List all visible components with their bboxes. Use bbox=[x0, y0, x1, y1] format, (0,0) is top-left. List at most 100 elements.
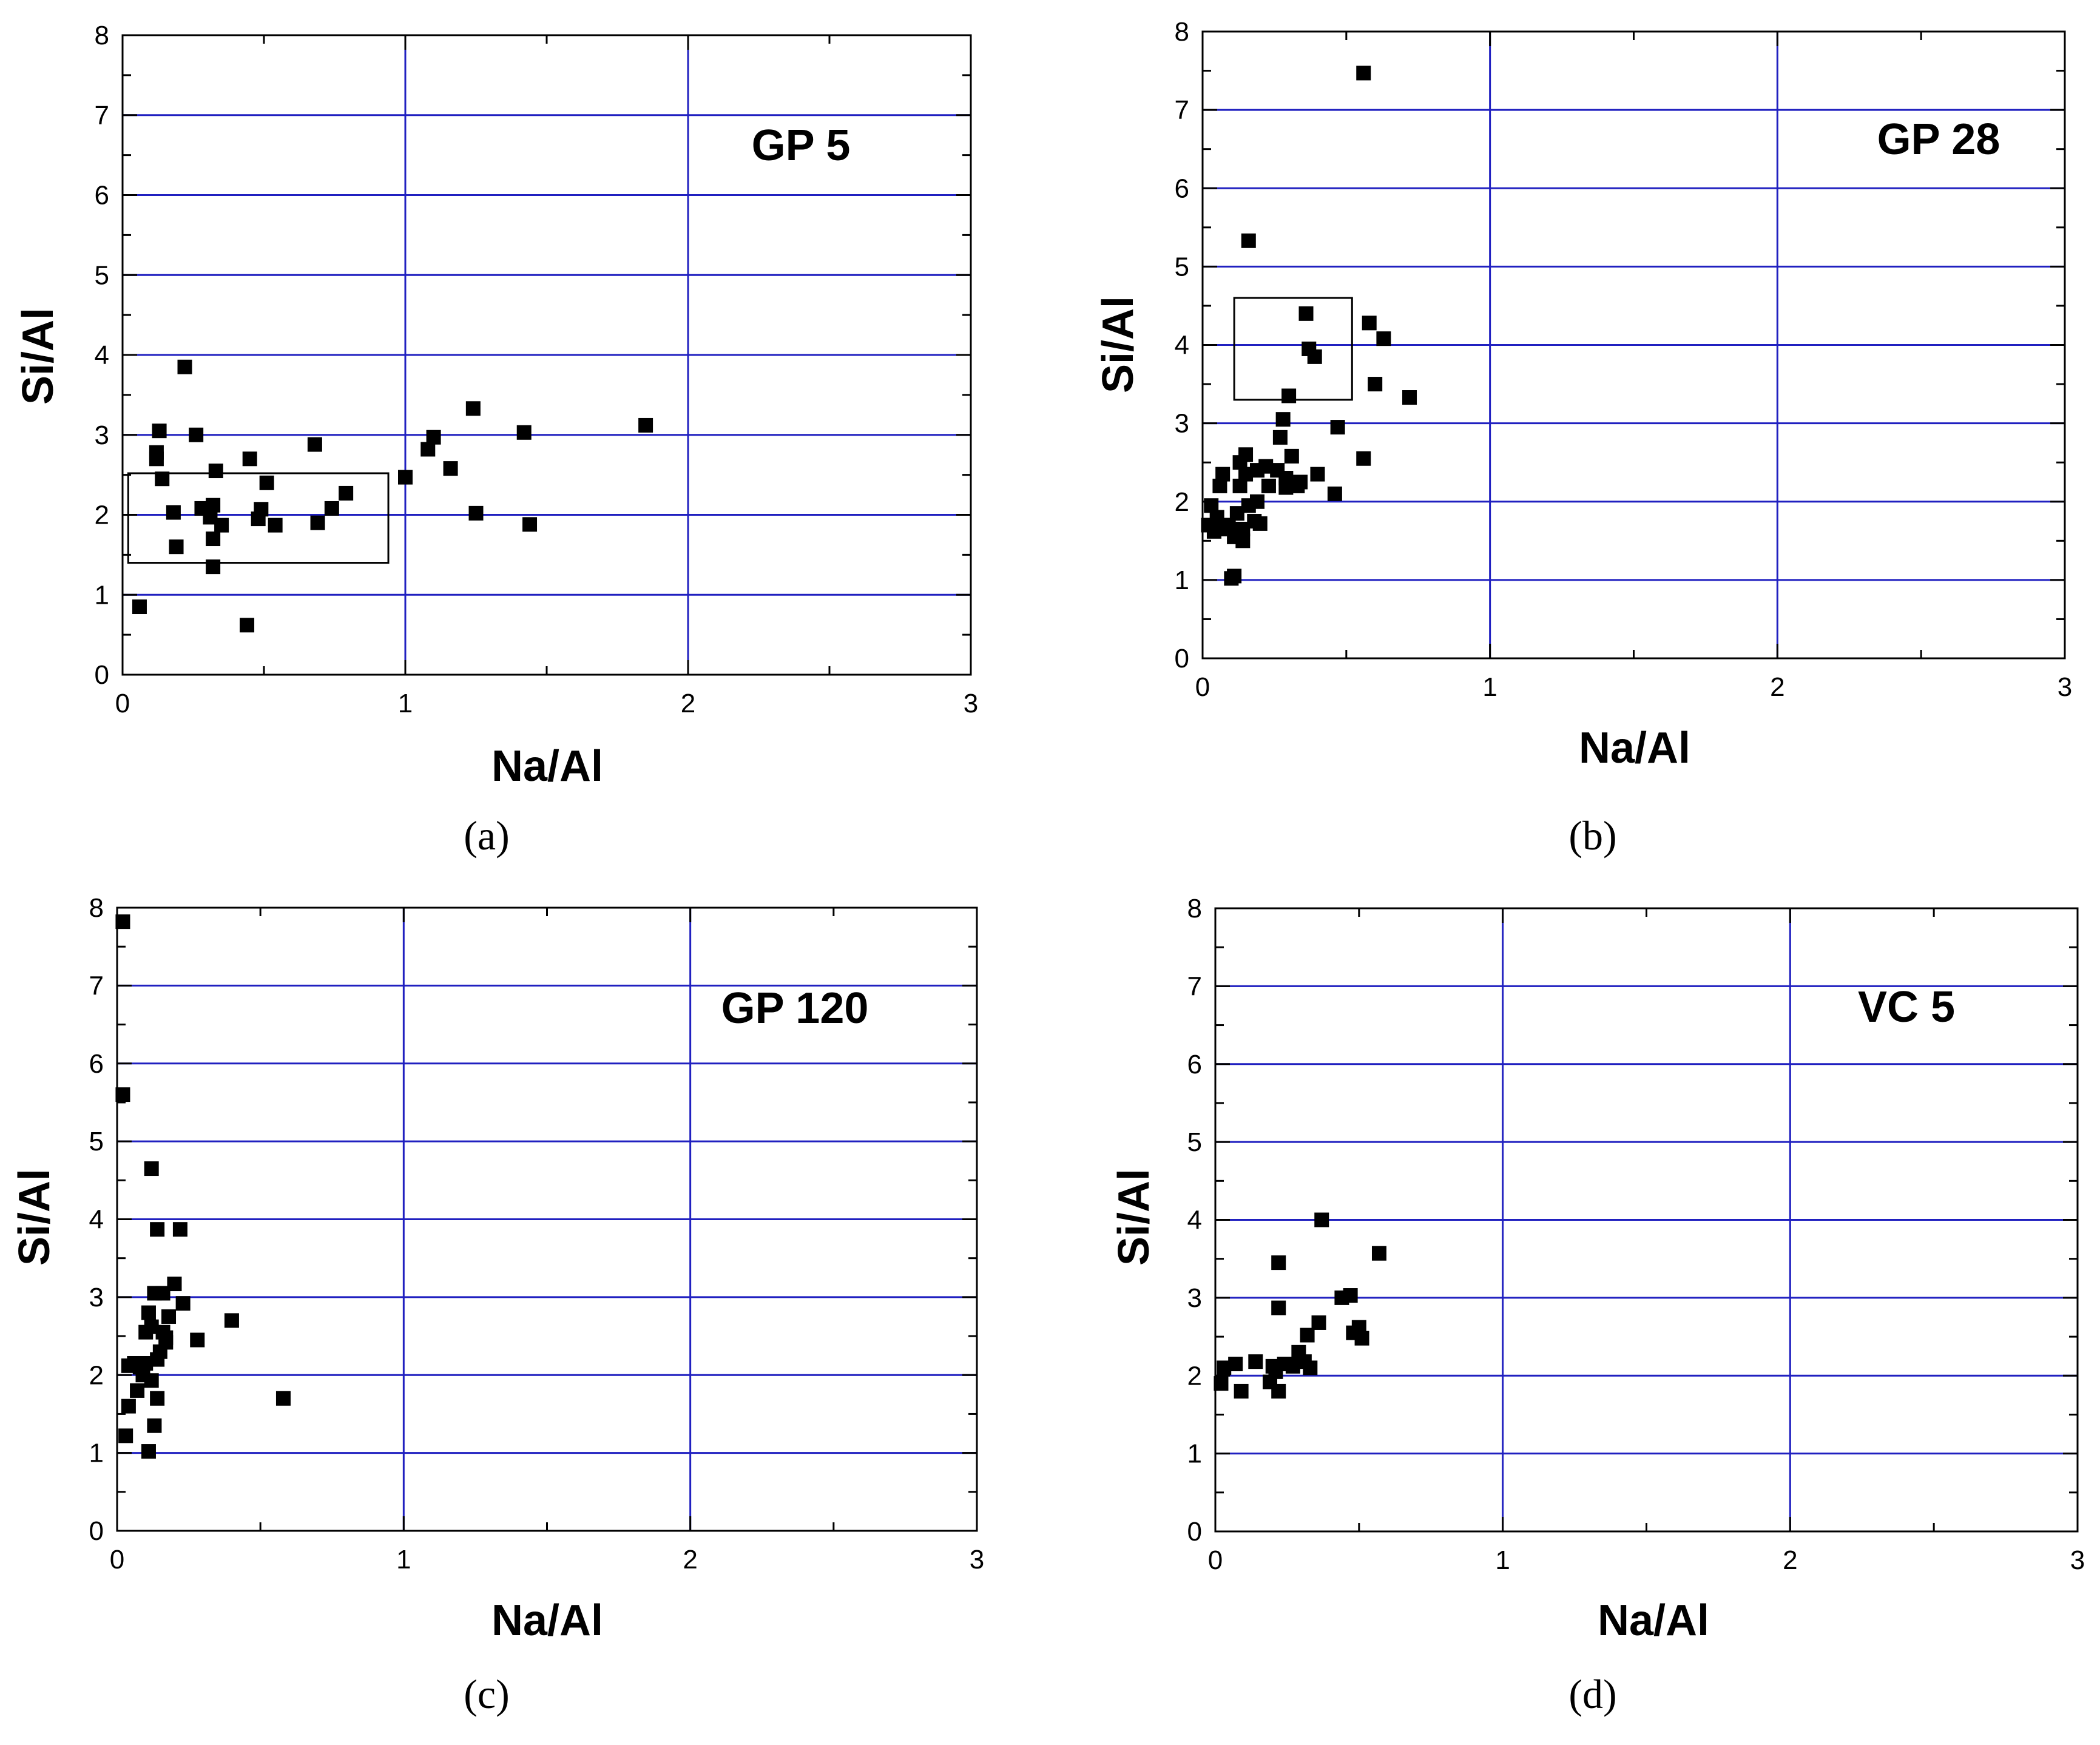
data-point bbox=[166, 505, 181, 520]
y-tick-label: 1 bbox=[95, 580, 109, 610]
y-tick-label: 0 bbox=[1187, 1517, 1202, 1547]
y-tick-label: 4 bbox=[1175, 331, 1189, 360]
data-point bbox=[1356, 66, 1371, 81]
data-point bbox=[1300, 1328, 1315, 1343]
data-point bbox=[206, 559, 221, 575]
x-tick-label: 3 bbox=[964, 689, 978, 718]
data-point bbox=[242, 451, 257, 467]
data-point bbox=[398, 470, 413, 485]
data-point bbox=[1229, 506, 1244, 521]
data-point bbox=[144, 1161, 159, 1176]
y-tick-label: 6 bbox=[1175, 174, 1189, 203]
panel-caption: (b) bbox=[1568, 812, 1616, 859]
data-point bbox=[307, 437, 322, 452]
data-point bbox=[1252, 516, 1268, 531]
data-point bbox=[1248, 1354, 1263, 1369]
data-point bbox=[1356, 451, 1371, 466]
y-tick-label: 1 bbox=[89, 1439, 104, 1468]
x-tick-label: 0 bbox=[115, 689, 130, 718]
data-point bbox=[1227, 569, 1242, 584]
y-tick-label: 4 bbox=[89, 1205, 104, 1235]
y-tick-label: 5 bbox=[89, 1127, 104, 1156]
data-point bbox=[224, 1313, 239, 1328]
x-tick-label: 1 bbox=[1495, 1545, 1510, 1575]
x-tick-label: 2 bbox=[681, 689, 695, 718]
y-tick-label: 1 bbox=[1175, 565, 1189, 595]
data-point bbox=[161, 1309, 177, 1324]
data-point bbox=[1228, 1356, 1243, 1371]
panel-1: 0 1 2 3 0 1 2 3 4 5 6 7 8 Na/Al Si/Al GP 5 (a) bbox=[14, 21, 978, 859]
data-point bbox=[426, 430, 441, 445]
data-point bbox=[150, 1391, 165, 1406]
data-point bbox=[1293, 474, 1308, 490]
data-point bbox=[240, 618, 255, 633]
y-tick-label: 8 bbox=[89, 893, 104, 923]
x-tick-label: 2 bbox=[1770, 672, 1784, 702]
panel-4: 0 1 2 3 0 1 2 3 4 5 6 7 8 Na/Al Si/Al VC 5 (d) bbox=[1110, 894, 2085, 1717]
data-point bbox=[141, 1305, 156, 1320]
x-tick-label: 2 bbox=[1783, 1545, 1797, 1575]
panel-title: GP 120 bbox=[721, 984, 869, 1033]
x-tick-label: 3 bbox=[970, 1545, 984, 1575]
data-point bbox=[1311, 1315, 1326, 1330]
y-tick-label: 3 bbox=[95, 420, 109, 450]
x-tick-label: 1 bbox=[396, 1545, 411, 1575]
x-tick-label: 0 bbox=[1195, 672, 1210, 702]
y-tick-label: 2 bbox=[1175, 487, 1189, 517]
data-point bbox=[1402, 390, 1417, 405]
x-tick-label: 1 bbox=[398, 689, 413, 718]
x-axis-title: Na/Al bbox=[491, 742, 603, 791]
data-point bbox=[310, 515, 325, 530]
data-point bbox=[155, 471, 170, 487]
data-point bbox=[443, 461, 458, 476]
data-point bbox=[275, 1391, 291, 1406]
panel-caption: (c) bbox=[464, 1671, 509, 1717]
y-tick-label: 8 bbox=[1187, 894, 1202, 923]
data-point bbox=[1271, 1383, 1286, 1399]
y-axis-title: Si/Al bbox=[14, 308, 62, 405]
x-tick-label: 3 bbox=[2070, 1545, 2085, 1575]
y-tick-label: 3 bbox=[1175, 409, 1189, 439]
panel-caption: (d) bbox=[1568, 1671, 1616, 1717]
x-tick-label: 3 bbox=[2058, 672, 2072, 702]
panel-3: 0 1 2 3 0 1 2 3 4 5 6 7 8 Na/Al Si/Al GP 120 (c) bbox=[10, 893, 984, 1717]
data-point bbox=[1238, 447, 1254, 462]
data-point bbox=[206, 532, 221, 547]
data-point bbox=[115, 914, 130, 930]
data-point bbox=[1368, 377, 1383, 392]
data-point bbox=[1281, 388, 1297, 403]
data-point bbox=[1284, 448, 1299, 464]
y-axis-title: Si/Al bbox=[10, 1169, 59, 1266]
x-tick-label: 1 bbox=[1482, 672, 1497, 702]
y-tick-label: 8 bbox=[1175, 17, 1189, 47]
x-axis-title: Na/Al bbox=[491, 1596, 603, 1645]
data-point bbox=[1241, 233, 1256, 248]
data-point bbox=[190, 1332, 205, 1348]
y-tick-label: 3 bbox=[89, 1283, 104, 1312]
data-point bbox=[152, 424, 167, 439]
data-point bbox=[1327, 486, 1342, 501]
panel-title: GP 5 bbox=[752, 121, 851, 170]
data-point bbox=[130, 1383, 145, 1398]
data-point bbox=[1310, 467, 1325, 482]
data-point bbox=[468, 505, 484, 521]
data-point bbox=[132, 599, 147, 615]
data-point bbox=[169, 539, 184, 555]
data-point bbox=[1275, 412, 1291, 427]
data-point bbox=[172, 1222, 187, 1237]
data-point bbox=[1261, 478, 1276, 493]
data-point bbox=[1376, 331, 1391, 346]
data-point bbox=[1271, 1255, 1286, 1271]
data-point bbox=[1371, 1246, 1386, 1261]
data-point bbox=[1272, 430, 1288, 445]
y-tick-label: 0 bbox=[95, 660, 109, 690]
data-point bbox=[208, 464, 223, 479]
y-tick-label: 4 bbox=[95, 340, 109, 370]
data-point bbox=[1343, 1288, 1358, 1303]
data-point bbox=[150, 1222, 165, 1237]
data-point bbox=[177, 359, 192, 374]
data-point bbox=[115, 1087, 130, 1102]
data-point bbox=[121, 1399, 136, 1414]
x-tick-label: 0 bbox=[110, 1545, 124, 1575]
data-point bbox=[1362, 316, 1377, 331]
